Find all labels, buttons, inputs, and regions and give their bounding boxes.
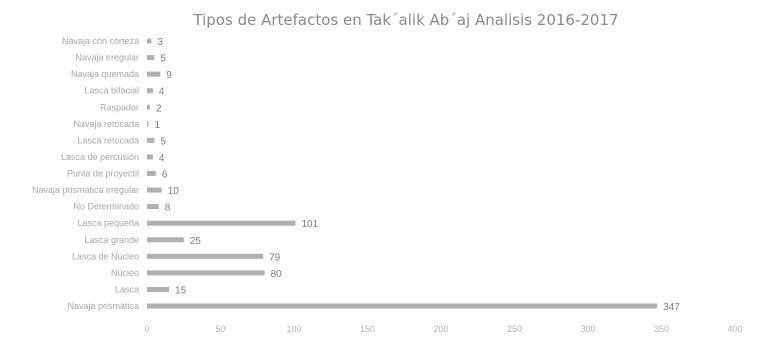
x-tick-label: 50 xyxy=(215,324,225,334)
bar xyxy=(147,55,155,61)
category-label: Navaja prismática xyxy=(67,301,139,311)
category-label: Navaja prismática irregular xyxy=(32,185,139,195)
category-label: Lasca pequeña xyxy=(77,218,139,228)
bar xyxy=(147,220,296,226)
data-label: 10 xyxy=(168,186,180,197)
data-label: 5 xyxy=(160,54,166,65)
x-tick-label: 100 xyxy=(286,324,301,334)
category-label: Navaja con corteza xyxy=(62,36,139,46)
bar xyxy=(147,237,184,243)
category-label: Raspador xyxy=(100,102,139,112)
data-label: 4 xyxy=(159,87,165,98)
bar xyxy=(147,104,150,110)
category-label: Lasca xyxy=(115,284,139,294)
bar xyxy=(147,270,265,276)
data-label: 79 xyxy=(269,252,281,263)
x-axis-ticks: 0 50 100 150 200 250 300 350 400 xyxy=(144,324,742,334)
chart-title: Tipos de Artefactos en Tak´alik Ab´aj An… xyxy=(192,11,618,29)
category-label: Navaja retocada xyxy=(73,119,139,129)
category-labels: Navaja prismática Lasca Núcleo Lasca de Núc… xyxy=(32,36,139,311)
category-label: Núcleo xyxy=(111,268,139,278)
bar xyxy=(147,71,161,77)
bar xyxy=(147,137,155,143)
x-tick-label: 400 xyxy=(727,324,742,334)
data-label: 8 xyxy=(165,203,171,214)
data-label: 347 xyxy=(663,302,680,313)
category-label: Lasca de percusión xyxy=(61,152,139,162)
data-label: 15 xyxy=(175,285,187,296)
data-label: 80 xyxy=(271,269,283,280)
data-label: 1 xyxy=(154,120,160,131)
bar xyxy=(147,171,156,176)
category-label: Lasca de Núcleo xyxy=(72,251,139,261)
category-label: Lasca retocada xyxy=(77,135,139,145)
data-label: 101 xyxy=(301,219,318,230)
category-label: Navaja quemada xyxy=(71,69,139,79)
data-label: 6 xyxy=(162,170,168,181)
bar xyxy=(147,253,264,259)
x-tick-label: 200 xyxy=(433,324,448,334)
x-tick-label: 250 xyxy=(507,324,522,334)
x-tick-label: 150 xyxy=(360,324,375,334)
bar xyxy=(147,88,153,94)
bar xyxy=(147,204,159,210)
bar xyxy=(147,303,658,309)
bar xyxy=(147,286,170,292)
category-label: Navaja irregular xyxy=(75,53,139,63)
category-label: Lasca grande xyxy=(84,235,139,245)
bars-layer xyxy=(147,38,658,309)
category-label: No Determinado xyxy=(73,202,139,212)
data-label: 25 xyxy=(190,236,202,247)
data-label: 4 xyxy=(159,153,165,164)
x-tick-label: 0 xyxy=(144,324,149,334)
x-tick-label: 300 xyxy=(580,324,595,334)
bar xyxy=(147,187,162,193)
bar xyxy=(147,121,149,127)
data-label: 9 xyxy=(166,70,172,81)
bar xyxy=(147,38,152,44)
category-label: Lasca bifacial xyxy=(84,86,139,96)
data-label: 2 xyxy=(156,103,162,114)
data-label: 3 xyxy=(157,37,163,48)
bar xyxy=(147,154,153,160)
category-label: Punta de proyectil xyxy=(67,169,139,179)
x-tick-label: 350 xyxy=(654,324,669,334)
data-label: 5 xyxy=(160,136,166,147)
